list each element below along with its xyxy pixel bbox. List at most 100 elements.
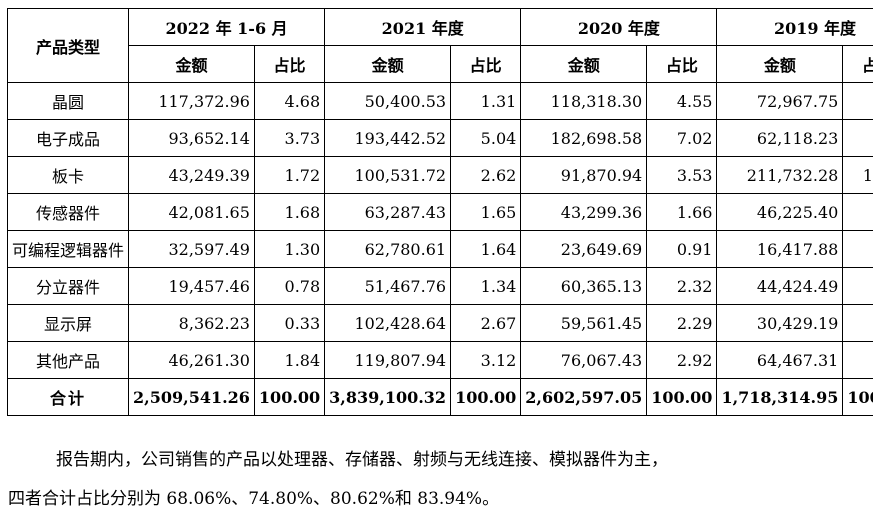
table-row: 可编程逻辑器件 32,597.49 1.30 62,780.61 1.64 23,649.… bbox=[6, 230, 873, 268]
category-cell: 可编程逻辑器件 bbox=[6, 230, 130, 268]
ratio-header: 占比 bbox=[842, 45, 873, 83]
table-row: 板卡 43,249.39 1.72 100,531.72 2.62 91,870.94 3.… bbox=[6, 156, 873, 194]
ratio-cell: 3.73 bbox=[253, 119, 326, 157]
ratio-cell: 2.62 bbox=[450, 156, 522, 194]
ratio-cell: 1.77 bbox=[842, 304, 873, 342]
ratio-cell: 3.12 bbox=[450, 341, 522, 379]
ratio-cell: 5.04 bbox=[450, 119, 522, 157]
table-row: 显示屏 8,362.23 0.33 102,428.64 2.67 59,561.45 2.… bbox=[6, 304, 873, 342]
ratio-cell: 2.29 bbox=[646, 304, 718, 342]
table-row: 分立器件 19,457.46 0.78 51,467.76 1.34 60,365.13 2… bbox=[6, 267, 873, 305]
category-cell: 分立器件 bbox=[6, 267, 130, 305]
ratio-cell: 2.59 bbox=[842, 267, 873, 305]
amount-cell: 51,467.76 bbox=[324, 267, 452, 305]
amount-header: 金额 bbox=[324, 45, 452, 83]
ratio-cell: 1.66 bbox=[646, 193, 718, 231]
ratio-cell: 3.53 bbox=[646, 156, 718, 194]
ratio-cell: 1.34 bbox=[450, 267, 522, 305]
ratio-cell: 100.00 bbox=[646, 378, 718, 416]
category-cell: 晶圆 bbox=[6, 82, 130, 120]
ratio-cell: 7.02 bbox=[646, 119, 718, 157]
amount-cell: 117,372.96 bbox=[128, 82, 255, 120]
category-cell: 显示屏 bbox=[6, 304, 130, 342]
amount-header: 金额 bbox=[716, 45, 844, 83]
amount-cell: 93,652.14 bbox=[128, 119, 255, 157]
amount-cell: 64,467.31 bbox=[716, 341, 844, 379]
period-header: 2022 年 1-6 月 bbox=[128, 8, 326, 46]
period-header: 2019 年度 bbox=[716, 8, 873, 46]
ratio-cell: 100.00 bbox=[253, 378, 326, 416]
summary-paragraph-line2: 四者合计占比分别为 68.06%、74.80%、80.62%和 83.94%。 bbox=[8, 489, 500, 509]
amount-cell: 42,081.65 bbox=[128, 193, 255, 231]
amount-cell: 76,067.43 bbox=[520, 341, 648, 379]
ratio-cell: 2.32 bbox=[646, 267, 718, 305]
category-cell: 其他产品 bbox=[6, 341, 130, 379]
amount-cell: 46,261.30 bbox=[128, 341, 255, 379]
amount-cell: 43,299.36 bbox=[520, 193, 648, 231]
ratio-header: 占比 bbox=[450, 45, 522, 83]
ratio-cell: 100.00 bbox=[842, 378, 873, 416]
amount-cell: 32,597.49 bbox=[128, 230, 255, 268]
ratio-cell: 3.75 bbox=[842, 341, 873, 379]
amount-cell: 193,442.52 bbox=[324, 119, 452, 157]
amount-cell: 118,318.30 bbox=[520, 82, 648, 120]
amount-cell: 62,780.61 bbox=[324, 230, 452, 268]
amount-cell: 1,718,314.95 bbox=[716, 378, 844, 416]
amount-cell: 46,225.40 bbox=[716, 193, 844, 231]
ratio-cell: 2.67 bbox=[450, 304, 522, 342]
amount-cell: 30,429.19 bbox=[716, 304, 844, 342]
ratio-cell: 0.78 bbox=[253, 267, 326, 305]
amount-cell: 63,287.43 bbox=[324, 193, 452, 231]
amount-cell: 59,561.45 bbox=[520, 304, 648, 342]
ratio-cell: 1.72 bbox=[253, 156, 326, 194]
amount-cell: 16,417.88 bbox=[716, 230, 844, 268]
table-row: 电子成品 93,652.14 3.73 193,442.52 5.04 182,698.5… bbox=[6, 119, 873, 157]
category-cell: 传感器件 bbox=[6, 193, 130, 231]
table-row: 传感器件 42,081.65 1.68 63,287.43 1.65 43,299.36 1… bbox=[6, 193, 873, 231]
amount-cell: 2,509,541.26 bbox=[128, 378, 255, 416]
ratio-cell: 1.84 bbox=[253, 341, 326, 379]
amount-cell: 60,365.13 bbox=[520, 267, 648, 305]
ratio-cell: 1.30 bbox=[253, 230, 326, 268]
total-row: 合计 2,509,541.26 100.00 3,839,100.32 100.00 2,… bbox=[6, 378, 873, 416]
amount-cell: 50,400.53 bbox=[324, 82, 452, 120]
ratio-cell: 0.33 bbox=[253, 304, 326, 342]
ratio-cell: 4.55 bbox=[646, 82, 718, 120]
category-header: 产品类型 bbox=[6, 8, 130, 83]
amount-cell: 91,870.94 bbox=[520, 156, 648, 194]
ratio-cell: 1.65 bbox=[450, 193, 522, 231]
table-row: 晶圆 117,372.96 4.68 50,400.53 1.31 118,318.30 4… bbox=[6, 82, 873, 120]
amount-cell: 62,118.23 bbox=[716, 119, 844, 157]
ratio-header: 占比 bbox=[646, 45, 718, 83]
amount-cell: 2,602,597.05 bbox=[520, 378, 648, 416]
ratio-header: 占比 bbox=[253, 45, 326, 83]
amount-cell: 43,249.39 bbox=[128, 156, 255, 194]
category-cell: 板卡 bbox=[6, 156, 130, 194]
ratio-cell: 0.96 bbox=[842, 230, 873, 268]
period-header-row: 产品类型 2022 年 1-6 月 2021 年度 2020 年度 2019 年… bbox=[6, 8, 873, 83]
amount-cell: 102,428.64 bbox=[324, 304, 452, 342]
amount-cell: 119,807.94 bbox=[324, 341, 452, 379]
total-label: 合计 bbox=[6, 378, 130, 416]
ratio-cell: 4.68 bbox=[253, 82, 326, 120]
ratio-cell: 1.64 bbox=[450, 230, 522, 268]
ratio-cell: 2.92 bbox=[646, 341, 718, 379]
ratio-cell: 4.25 bbox=[842, 82, 873, 120]
ratio-cell: 1.68 bbox=[253, 193, 326, 231]
period-header: 2021 年度 bbox=[324, 8, 522, 46]
amount-cell: 72,967.75 bbox=[716, 82, 844, 120]
amount-cell: 211,732.28 bbox=[716, 156, 844, 194]
amount-cell: 44,424.49 bbox=[716, 267, 844, 305]
amount-header: 金额 bbox=[128, 45, 255, 83]
ratio-cell: 1.31 bbox=[450, 82, 522, 120]
period-header: 2020 年度 bbox=[520, 8, 718, 46]
subheader-row: 金额 占比 金额 占比 金额 占比 金额 占比 bbox=[8, 45, 873, 83]
ratio-cell: 12.32 bbox=[842, 156, 873, 194]
category-cell: 电子成品 bbox=[6, 119, 130, 157]
table-row: 其他产品 46,261.30 1.84 119,807.94 3.12 76,067.43… bbox=[6, 341, 873, 379]
amount-cell: 100,531.72 bbox=[324, 156, 452, 194]
ratio-cell: 0.91 bbox=[646, 230, 718, 268]
ratio-cell: 100.00 bbox=[450, 378, 522, 416]
amount-cell: 8,362.23 bbox=[128, 304, 255, 342]
ratio-cell: 3.62 bbox=[842, 119, 873, 157]
